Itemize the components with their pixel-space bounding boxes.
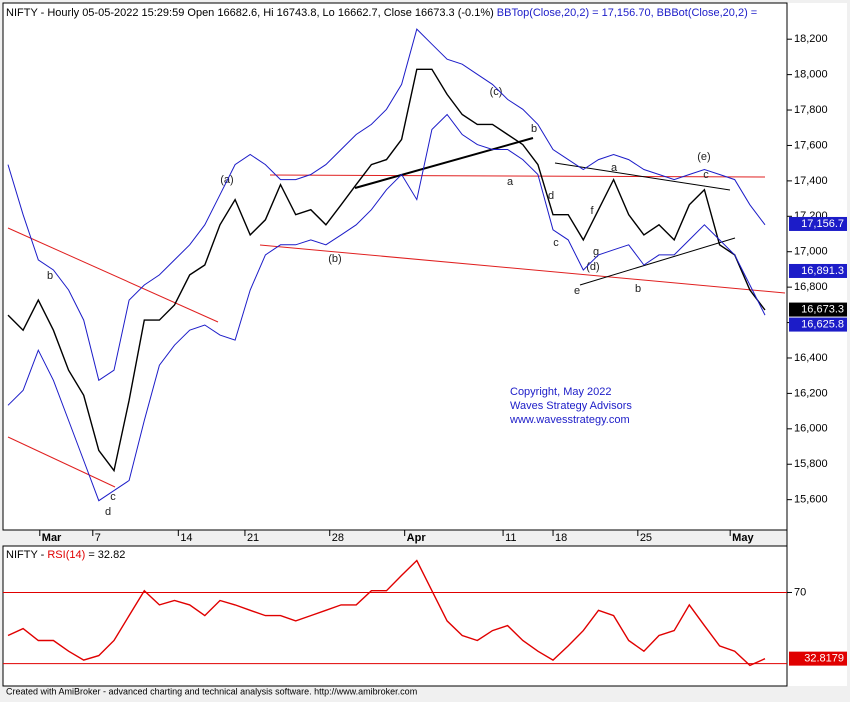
price-tag [789,263,847,278]
footer: Created with AmiBroker - advanced charti… [6,686,417,696]
y-tick-label: 16,800 [794,281,828,293]
rsi-title-name: NIFTY - [6,549,47,561]
copyright-line: www.wavesstrategy.com [509,414,630,426]
chart-title: NIFTY - Hourly 05-05-2022 15:29:59 Open … [6,7,757,19]
trend-line [259,244,786,294]
trend-line [7,227,219,323]
series-line [7,113,766,502]
x-tick-label: 28 [332,532,344,544]
wave-label: c [110,491,116,503]
price-tag-label: 16,673.3 [801,303,844,315]
trend-line [354,137,534,189]
x-tick-label: 18 [555,532,567,544]
y-tick-label: 17,000 [794,246,828,258]
trend-line [554,162,731,191]
price-tag [789,216,847,231]
price-tag-label: 16,891.3 [801,265,844,277]
wave-label: c [703,169,709,181]
copyright: Copyright, May 2022 Waves Strategy Advis… [509,386,632,426]
price-panel [2,2,788,531]
y-tick-label: 18,000 [794,69,828,81]
x-tick-label: Apr [407,532,427,544]
x-tick-label: 25 [640,532,652,544]
series-line [7,28,766,382]
title-bbtop: BBTop(Close,20,2) = 17,156.70, [497,7,654,19]
y-tick-label: 17,800 [794,104,828,116]
x-tick-label: 11 [505,532,516,544]
rsi-title-value: = 32.82 [85,549,125,561]
axis-area [787,3,847,686]
wave-labels: b c d (a) (b) (c) b a d c g (d) e f a b … [47,86,711,518]
x-tick-label: May [732,532,754,544]
wave-label: e [574,285,580,297]
y-tick-label: 17,400 [794,175,828,187]
y-tick-label: 15,600 [794,494,828,506]
rsi-panel [2,545,788,687]
y-tick-label: 16,200 [794,387,828,399]
wave-label: d [105,506,111,518]
x-tick-label: 21 [247,532,259,544]
y-tick-label: 16,000 [794,423,828,435]
wave-label: b [635,283,641,295]
wave-label: c [553,237,559,249]
wave-label: (e) [697,151,710,163]
price-tag [789,302,847,317]
wave-label: f [590,205,594,217]
copyright-line: Copyright, May 2022 [510,386,612,398]
x-tick-label: Mar [42,532,62,544]
rsi-title-indicator: RSI(14) [47,549,85,561]
trend-line [579,237,736,286]
wave-label: (c) [490,86,503,98]
copyright-line: Waves Strategy Advisors [510,400,632,412]
wave-label: a [507,176,514,188]
price-tag [789,317,847,332]
title-bbbot: BBBot(Close,20,2) = [657,7,758,19]
title-main: NIFTY - Hourly 05-05-2022 15:29:59 Open … [6,7,494,19]
wave-label: a [611,162,618,174]
wave-label: (d) [586,261,599,273]
price-tag-label: 17,156.7 [801,218,844,230]
rsi-title: NIFTY - RSI(14) = 32.82 [6,549,125,561]
series-line [7,559,766,667]
wave-label: (b) [328,253,341,265]
price-tag [789,651,847,666]
series-line [7,68,766,473]
trend-line [7,436,116,488]
wave-label: g [593,246,599,258]
wave-label: d [548,190,554,202]
x-tick-label: 14 [180,532,192,544]
x-tick-label: 7 [95,532,101,544]
y-tick-label: 15,800 [794,458,828,470]
y-tick-label: 16,400 [794,352,828,364]
wave-label: b [531,123,537,135]
y-tick-label: 18,200 [794,33,828,45]
y-tick-label: 70 [794,586,806,598]
price-tag-label: 32.8179 [804,653,844,665]
price-tag-label: 16,625.8 [801,318,844,330]
y-tick-label: 17,600 [794,139,828,151]
wave-label: b [47,270,53,282]
